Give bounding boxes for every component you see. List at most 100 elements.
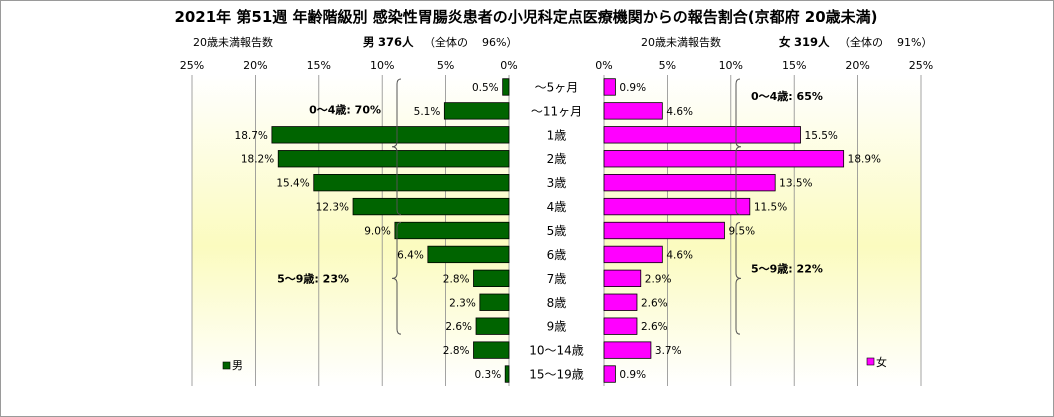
- female-value-label: 13.5%: [779, 178, 812, 190]
- male-header-label: 20歳未満報告数: [193, 36, 273, 49]
- category-label: 5歳: [547, 224, 567, 238]
- male-value-label: 0.5%: [472, 82, 499, 94]
- female-value-label: 15.5%: [805, 130, 838, 142]
- female-bar: [603, 78, 616, 96]
- female-bar: [603, 317, 638, 335]
- male-bar: [502, 78, 510, 96]
- legend-male-label: 男: [232, 359, 243, 372]
- female-group-brace: [735, 78, 742, 216]
- male-value-label: 9.0%: [364, 226, 391, 238]
- female-x-tick-label: 5%: [659, 59, 676, 72]
- female-bar: [603, 174, 776, 192]
- category-label: 7歳: [547, 272, 567, 286]
- male-x-tick-label: 25%: [180, 59, 204, 72]
- male-bar: [504, 365, 510, 383]
- female-bar: [603, 341, 652, 359]
- male-bar: [443, 102, 510, 120]
- female-value-label: 0.9%: [619, 82, 646, 94]
- female-x-tick-label: 25%: [909, 59, 933, 72]
- female-group-label: 5～9歳: 22%: [751, 261, 823, 275]
- female-bar: [603, 197, 751, 216]
- female-value-label: 2.9%: [645, 273, 672, 285]
- chart-title: 2021年 第51週 年齢階級別 感染性胃腸炎患者の小児科定点医療機関からの報告…: [174, 8, 877, 26]
- female-value-label: 4.6%: [666, 249, 693, 261]
- female-header-count: 319人: [794, 35, 830, 49]
- female-value-label: 0.9%: [619, 369, 646, 381]
- female-value-label: 11.5%: [754, 202, 787, 214]
- female-header-label: 20歳未満報告数: [641, 36, 721, 49]
- male-bar: [352, 197, 510, 216]
- legend-female-label: 女: [876, 355, 887, 369]
- male-value-label: 15.4%: [276, 178, 309, 190]
- male-bar: [473, 341, 510, 359]
- legend-male-swatch: [222, 361, 231, 370]
- category-label: 1歳: [547, 128, 567, 142]
- female-bar: [603, 245, 663, 264]
- male-value-label: 2.8%: [443, 273, 470, 285]
- male-value-label: 2.8%: [443, 345, 470, 357]
- bars: 0.5% 0.9% 5.1% 4.6% 18.7% 15.5% 18.2% 18.9% 15.4…: [235, 78, 881, 383]
- male-bar: [394, 221, 510, 240]
- category-label: ～5ヶ月: [535, 80, 579, 94]
- female-group-brace: [735, 222, 742, 335]
- male-group-brace: [391, 222, 402, 335]
- male-value-label: 5.1%: [414, 106, 441, 118]
- male-bar: [475, 317, 510, 335]
- female-value-label: 4.6%: [666, 106, 693, 118]
- male-value-label: 2.3%: [449, 297, 476, 309]
- category-label: 10～14歳: [529, 344, 584, 358]
- female-value-label: 2.6%: [641, 321, 668, 333]
- male-x-tick-label: 20%: [243, 59, 267, 72]
- female-header-sex: 女: [779, 35, 791, 49]
- male-value-label: 6.4%: [397, 249, 424, 261]
- male-value-label: 18.7%: [235, 130, 268, 142]
- category-label: 6歳: [547, 248, 567, 262]
- female-x-tick-label: 10%: [719, 59, 743, 72]
- female-value-label: 18.9%: [848, 154, 881, 166]
- male-group-brace: [391, 78, 402, 216]
- female-value-label: 2.6%: [641, 297, 668, 309]
- male-bar: [271, 126, 510, 144]
- female-bar: [603, 150, 845, 168]
- category-labels: ～5ヶ月 ～11ヶ月 1歳 2歳 3歳 4歳 5歳 6歳 7歳 8歳 9歳 10～14歳 15～19歳: [529, 80, 584, 381]
- category-label: 9歳: [547, 320, 567, 334]
- female-bar: [603, 126, 801, 144]
- category-label: 2歳: [547, 152, 567, 166]
- category-label: 4歳: [547, 200, 567, 214]
- female-header-share-label: （全体の: [839, 35, 883, 49]
- male-bar: [473, 269, 510, 287]
- male-header-share-value: 96%）: [482, 36, 517, 49]
- female-bar: [603, 221, 725, 240]
- female-x-tick-label: 0%: [595, 59, 612, 72]
- male-value-label: 18.2%: [241, 154, 274, 166]
- female-value-label: 9.5%: [728, 226, 755, 238]
- male-bar: [479, 293, 510, 311]
- female-bar: [603, 269, 642, 287]
- male-bar: [277, 150, 510, 168]
- male-group-label: 0～4歳: 70%: [309, 102, 381, 116]
- category-label: ～11ヶ月: [531, 104, 582, 118]
- female-x-tick-label: 20%: [845, 59, 869, 72]
- male-bar: [427, 245, 510, 264]
- male-value-label: 0.3%: [475, 369, 502, 381]
- female-bar: [603, 293, 638, 311]
- male-group-label: 5～9歳: 23%: [277, 271, 349, 285]
- male-header-sex: 男: [363, 35, 375, 49]
- male-x-tick-label: 5%: [437, 59, 454, 72]
- male-x-tick-label: 15%: [307, 59, 331, 72]
- female-bar: [603, 365, 616, 383]
- male-bar: [313, 174, 510, 192]
- male-value-label: 12.3%: [316, 202, 349, 214]
- female-header-share-value: 91%）: [897, 36, 932, 49]
- male-header-count: 376人: [378, 35, 414, 49]
- female-group-label: 0～4歳: 65%: [751, 89, 823, 103]
- male-header-share-label: （全体の: [424, 35, 468, 49]
- female-value-label: 3.7%: [655, 345, 682, 357]
- group-annotations: 0～4歳: 70% 5～9歳: 23% 0～4歳: 65% 5～9歳: 22%: [277, 78, 823, 335]
- male-value-label: 2.6%: [445, 321, 472, 333]
- male-x-tick-label: 0%: [500, 59, 517, 72]
- x-axis-ticks: 0% 0% 5% 5% 10% 10% 15% 15% 20% 20% 25% 25%: [180, 59, 933, 72]
- male-x-tick-label: 10%: [370, 59, 394, 72]
